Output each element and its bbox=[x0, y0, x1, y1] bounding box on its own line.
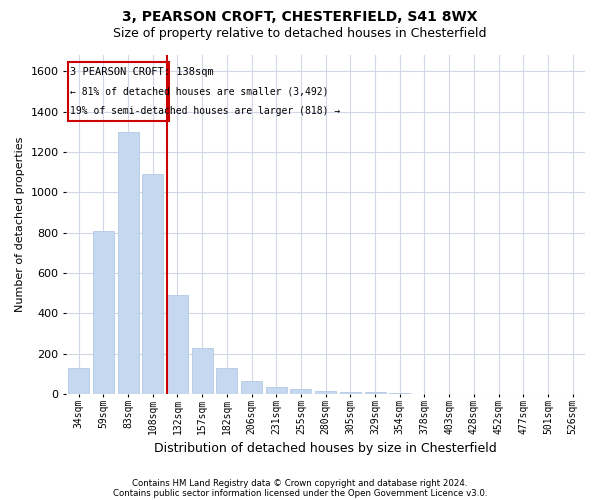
Bar bbox=[68, 368, 89, 394]
Bar bbox=[290, 389, 311, 394]
Bar bbox=[191, 348, 212, 394]
Bar bbox=[217, 368, 238, 394]
Text: Contains HM Land Registry data © Crown copyright and database right 2024.: Contains HM Land Registry data © Crown c… bbox=[132, 478, 468, 488]
Bar bbox=[93, 230, 114, 394]
Bar bbox=[340, 392, 361, 394]
Bar bbox=[365, 392, 386, 394]
Bar bbox=[315, 391, 336, 394]
Bar bbox=[167, 296, 188, 394]
Bar bbox=[118, 132, 139, 394]
Bar bbox=[266, 387, 287, 394]
Text: 3, PEARSON CROFT, CHESTERFIELD, S41 8WX: 3, PEARSON CROFT, CHESTERFIELD, S41 8WX bbox=[122, 10, 478, 24]
Text: ← 81% of detached houses are smaller (3,492): ← 81% of detached houses are smaller (3,… bbox=[70, 86, 328, 97]
Bar bbox=[389, 393, 410, 394]
Text: 3 PEARSON CROFT: 138sqm: 3 PEARSON CROFT: 138sqm bbox=[70, 67, 213, 77]
Bar bbox=[142, 174, 163, 394]
Text: 19% of semi-detached houses are larger (818) →: 19% of semi-detached houses are larger (… bbox=[70, 106, 340, 116]
Text: Contains public sector information licensed under the Open Government Licence v3: Contains public sector information licen… bbox=[113, 488, 487, 498]
Text: Size of property relative to detached houses in Chesterfield: Size of property relative to detached ho… bbox=[113, 28, 487, 40]
X-axis label: Distribution of detached houses by size in Chesterfield: Distribution of detached houses by size … bbox=[154, 442, 497, 455]
Bar bbox=[241, 381, 262, 394]
Y-axis label: Number of detached properties: Number of detached properties bbox=[15, 137, 25, 312]
